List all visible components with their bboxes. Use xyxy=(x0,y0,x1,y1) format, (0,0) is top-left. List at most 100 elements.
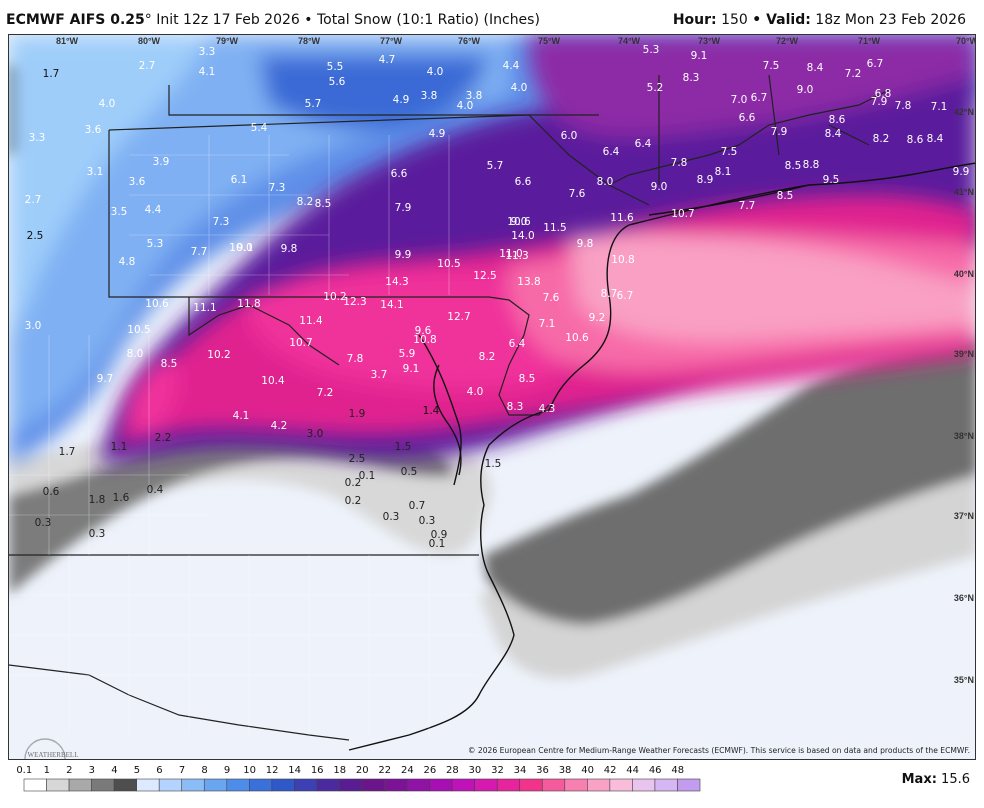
snow-value-label: 9.0 xyxy=(797,84,814,96)
snow-value-label: 8.0 xyxy=(597,176,614,188)
legend-swatch xyxy=(203,778,228,792)
snow-value-label: 6.6 xyxy=(515,176,532,188)
snow-value-label: 7.3 xyxy=(213,216,230,228)
legend-label: 2 xyxy=(66,765,73,776)
snow-value-label: 0.3 xyxy=(35,517,52,529)
snow-value-label: 5.6 xyxy=(329,76,346,88)
legend-label: 46 xyxy=(648,765,662,776)
snow-value-label: 8.6 xyxy=(907,134,924,146)
coastline xyxy=(348,162,975,751)
snow-value-label: 8.7 xyxy=(601,288,618,300)
legend-swatch xyxy=(519,778,543,792)
legend-label: 16 xyxy=(310,765,324,776)
snow-value-label: 2.5 xyxy=(27,230,44,242)
snow-value-label: 3.3 xyxy=(29,132,46,144)
snow-value-label: 8.5 xyxy=(777,190,794,202)
snow-value-label: 10.7 xyxy=(671,208,694,220)
snow-value-label: 7.1 xyxy=(931,101,948,113)
snow-value-label: 10.6 xyxy=(507,216,531,228)
snow-value-label: 1.6 xyxy=(113,492,130,504)
legend-swatch xyxy=(474,778,498,792)
snow-value-label: 4.0 xyxy=(511,82,528,94)
longitude-labels: 81°W 80°W 79°W 78°W 77°W 76°W 75°W 74°W 73°W 72°W… xyxy=(56,36,976,46)
lon-label: 74°W xyxy=(618,36,641,46)
snow-value-labels: 1.7 2.7 3.3 4.1 4.0 3.6 3.3 3.8 3.9 3.1 3.6 2.7 3.5 4… xyxy=(25,44,970,550)
weatherbell-logo: WEATHERBELL xyxy=(24,738,78,759)
legend-label: 1 xyxy=(43,765,50,776)
legend-swatch xyxy=(429,778,453,792)
legend-swatch xyxy=(181,778,205,792)
snow-value-label: 1.5 xyxy=(395,441,412,453)
legend-swatch xyxy=(677,778,701,792)
snow-value-label: 3.9 xyxy=(153,156,170,168)
snow-value-label: 14.3 xyxy=(385,276,408,288)
legend-label: 14 xyxy=(288,765,302,776)
snow-value-label: 9.0 xyxy=(511,216,528,228)
snow-value-label: 12.5 xyxy=(473,270,496,282)
lat-label: 35°N xyxy=(954,675,974,685)
snow-value-label: 2.7 xyxy=(139,60,156,72)
lon-label: 80°W xyxy=(138,36,161,46)
legend-swatch xyxy=(632,778,656,792)
snow-value-label: 11.8 xyxy=(237,298,260,310)
lat-label: 41°N xyxy=(954,187,974,197)
snow-value-label: 8.4 xyxy=(807,62,824,74)
chart-title: ECMWF AIFS 0.25° Init 12z 17 Feb 2026 • … xyxy=(6,12,540,28)
snow-value-label: 6.4 xyxy=(603,146,620,158)
snow-value-label: 10.7 xyxy=(289,337,312,349)
snow-value-label: 0.9 xyxy=(431,529,448,541)
snow-value-label: 8.5 xyxy=(519,373,536,385)
legend-label: 12 xyxy=(265,765,279,776)
snow-value-label: 4.7 xyxy=(379,54,396,66)
snow-value-label: 6.4 xyxy=(509,338,526,350)
snow-value-label: 3.8 xyxy=(466,90,483,102)
legend-swatch xyxy=(158,778,183,792)
legend-swatch xyxy=(587,778,611,792)
copyright-credit: © 2026 European Centre for Medium-Range … xyxy=(467,746,970,755)
snow-value-label: 8.9 xyxy=(697,174,714,186)
snow-value-label: 6.7 xyxy=(617,290,634,302)
snow-value-label: 3.6 xyxy=(129,176,146,188)
legend-label: 34 xyxy=(513,765,527,776)
snow-value-label: 1.7 xyxy=(59,446,76,458)
snow-value-label: 2.2 xyxy=(155,432,172,444)
lon-label: 77°W xyxy=(380,36,403,46)
snow-value-label: 4.0 xyxy=(457,100,474,112)
legend-swatch xyxy=(406,778,430,792)
legend-swatch xyxy=(541,778,566,792)
legend-label: 26 xyxy=(423,765,437,776)
max-number: 15.6 xyxy=(941,772,970,787)
legend-label: 3 xyxy=(88,765,96,776)
legend-swatch xyxy=(226,778,250,792)
hour-value: 150 xyxy=(721,12,748,28)
legend-label: 42 xyxy=(603,765,617,776)
snow-value-label: 2.5 xyxy=(349,453,366,465)
snow-value-label: 9.1 xyxy=(403,363,420,375)
max-label: Max: xyxy=(901,772,937,787)
legend-label: 24 xyxy=(400,765,414,776)
lat-label: 36°N xyxy=(954,593,974,603)
lon-label: 70°W xyxy=(956,36,976,46)
snow-value-label: 10.2 xyxy=(323,291,346,303)
lat-label: 40°N xyxy=(954,269,974,279)
snow-value-label: 1.4 xyxy=(423,405,440,417)
snow-value-label: 5.3 xyxy=(147,238,164,250)
snow-value-label: 4.2 xyxy=(271,420,288,432)
legend-swatch xyxy=(564,778,588,792)
legend-swatch xyxy=(91,778,115,792)
snow-value-label: 3.5 xyxy=(111,206,128,218)
snow-value-label: 4.0 xyxy=(99,98,116,110)
snow-value-label: 1.5 xyxy=(485,458,502,470)
snow-value-label: 1.1 xyxy=(111,441,128,453)
snow-value-label: 1.8 xyxy=(89,494,106,506)
snow-value-label: 9.8 xyxy=(577,238,594,250)
lon-label: 76°W xyxy=(458,36,481,46)
state-borders xyxy=(9,74,890,741)
legend-label: 9 xyxy=(223,765,231,776)
snow-value-label: 0.1 xyxy=(429,538,446,550)
snow-value-label: 7.2 xyxy=(317,387,334,399)
snow-value-label: 0.5 xyxy=(401,466,418,478)
snow-value-label: 7.9 xyxy=(871,96,888,108)
snow-value-label: 8.5 xyxy=(785,160,802,172)
snow-value-label: 8.4 xyxy=(927,133,944,145)
